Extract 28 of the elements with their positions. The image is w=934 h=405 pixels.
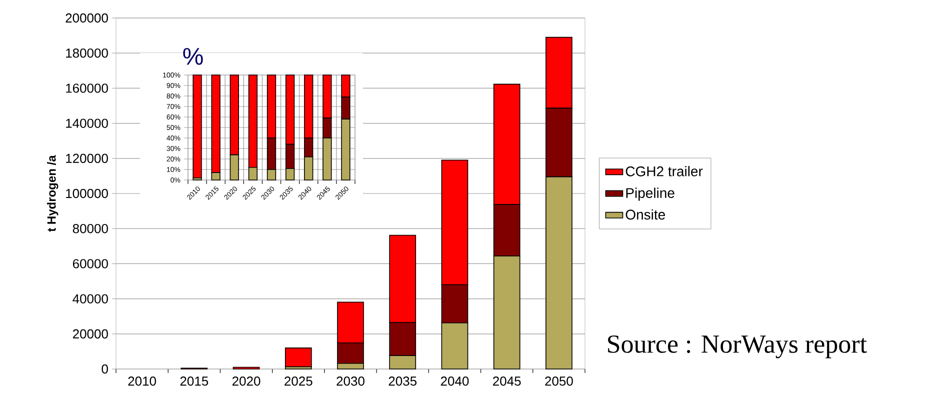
y-tick-label: 180000 <box>66 48 108 58</box>
x-tick-label: 2050 <box>545 376 573 386</box>
legend-label: CGH2 trailer <box>626 166 703 176</box>
y-tick-label: 40000 <box>72 294 108 304</box>
y-tick-label: 60000 <box>72 259 108 268</box>
bar <box>284 348 312 368</box>
y-tick-label: 20000 <box>72 329 108 338</box>
x-tick-label: 2010 <box>128 376 156 386</box>
legend-label: Pipeline <box>626 188 674 201</box>
x-tick-label: 2040 <box>440 376 469 386</box>
y-tick-label: 200000 <box>66 13 108 23</box>
chart-title: % <box>183 48 203 65</box>
x-tick-label: 2015 <box>180 376 208 386</box>
x-tick-label: 2035 <box>388 376 417 386</box>
y-tick-label: 140000 <box>66 118 108 128</box>
y-tick-label: 120000 <box>66 154 108 163</box>
bar <box>192 74 202 178</box>
x-tick-label: 2020 <box>232 376 260 386</box>
y-tick-label: 100000 <box>66 188 108 198</box>
y-tick-label: 80000 <box>72 224 108 234</box>
y-axis-title: t Hydrogen /a <box>46 155 58 232</box>
x-tick-label: 2025 <box>284 376 312 386</box>
x-tick-label: 2030 <box>336 376 364 386</box>
y-tick-label: 160000 <box>66 84 108 93</box>
source-note: Source : NorWays report <box>608 335 867 358</box>
legend-label: Onsite <box>626 209 665 220</box>
x-tick-label: 2045 <box>493 376 521 386</box>
y-tick-label: 0 <box>102 364 108 374</box>
